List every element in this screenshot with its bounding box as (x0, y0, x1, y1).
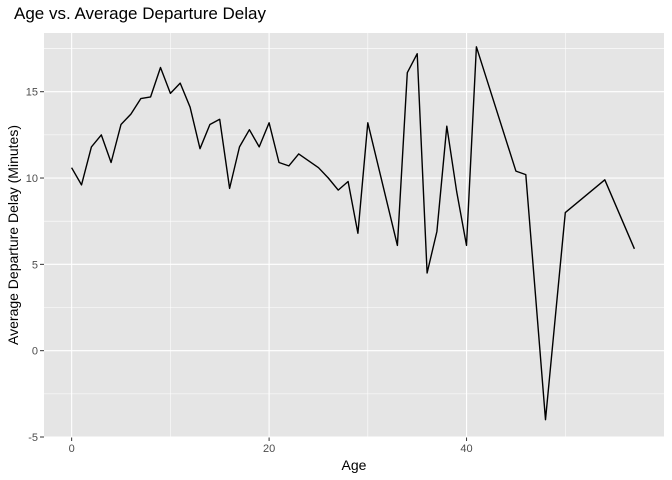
x-tick-label: 40 (460, 443, 472, 455)
chart-title: Age vs. Average Departure Delay (14, 4, 266, 23)
y-axis-title: Average Departure Delay (Minutes) (5, 125, 21, 345)
y-tick-label: 0 (32, 346, 38, 358)
y-tick-label: -5 (28, 432, 38, 444)
panel-background (44, 33, 664, 437)
x-tick-label: 20 (263, 443, 275, 455)
y-tick-label: 15 (26, 87, 38, 99)
y-tick-label: 10 (26, 173, 38, 185)
x-axis-title: Age (342, 457, 367, 473)
series-line (70, 46, 636, 421)
x-tick-label: 0 (69, 443, 75, 455)
y-tick-label: 5 (32, 259, 38, 271)
